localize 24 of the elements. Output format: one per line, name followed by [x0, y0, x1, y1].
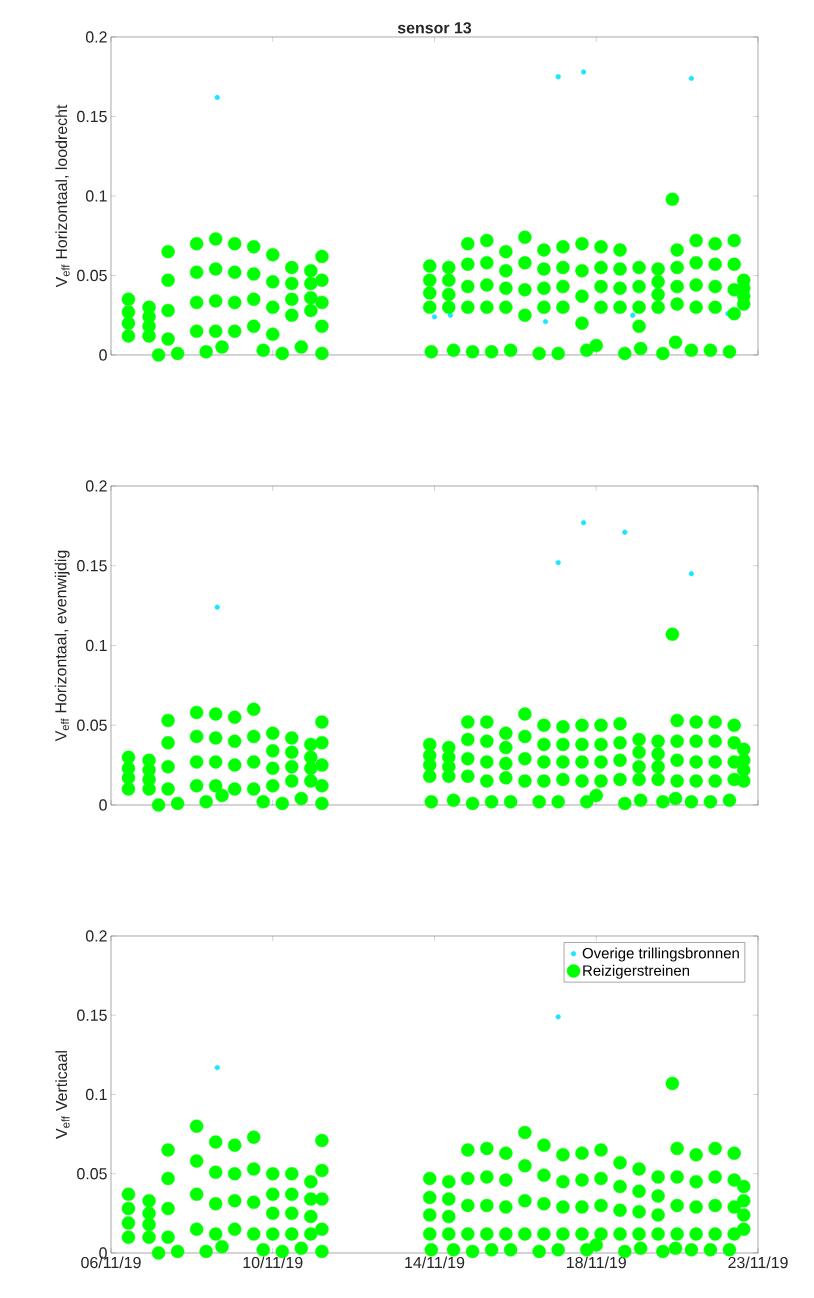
y-tick-label: 0.2	[85, 930, 107, 942]
y-tick-label: 0.2	[85, 480, 107, 492]
chart-title: sensor 13	[397, 22, 472, 34]
x-tick-label: 14/11/19	[405, 1256, 465, 1269]
y-tick-label: 0.1	[85, 190, 107, 202]
legend-label: Overige trillingsbronnen	[582, 947, 739, 962]
y-tick-label: 0.15	[77, 560, 107, 572]
y-tick-label: 0.05	[77, 269, 107, 282]
y-tick-label: 0	[99, 349, 107, 361]
y-tick-label: 0.15	[77, 110, 107, 123]
y-axis-title: V$_{eff}$ Verticaal	[55, 1051, 70, 1139]
y-tick-label: 0.1	[85, 1088, 107, 1101]
y-tick-label: 0.05	[77, 719, 107, 731]
x-tick-label: 23/11/19	[728, 1256, 788, 1269]
y-tick-label: 0.15	[77, 1009, 107, 1021]
y-tick-label: 0	[99, 799, 107, 811]
y-axis-title: V$_{eff}$ Horizontaal, evenwijdig	[54, 550, 70, 742]
legend-label: Reizigerstreinen	[583, 964, 690, 979]
y-tick-label: 0.1	[85, 639, 107, 652]
y-tick-label: 0.05	[77, 1168, 107, 1180]
x-tick-label: 18/11/19	[567, 1256, 626, 1269]
x-tick-label: 10/11/19	[243, 1256, 303, 1269]
y-tick-label: 0.2	[85, 31, 107, 43]
y-axis-title: V$_{eff}$ Horizontaal, loodrecht	[55, 104, 70, 288]
